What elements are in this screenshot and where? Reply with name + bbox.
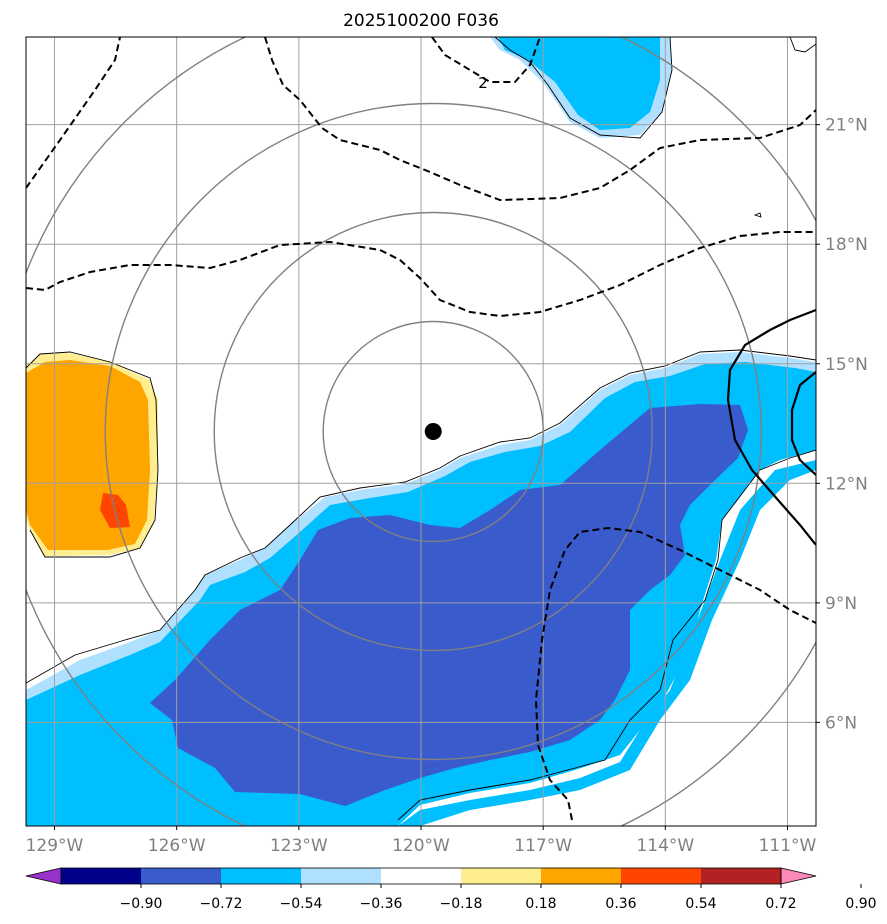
x-tick-label: 117°W bbox=[514, 836, 572, 856]
colorbar-label: −0.54 bbox=[280, 896, 323, 912]
colorbar-label: 0.72 bbox=[765, 896, 796, 912]
colorbar-extend-low bbox=[25, 867, 62, 885]
y-tick-label: 21°N bbox=[825, 116, 868, 136]
colorbar-label: 0.36 bbox=[605, 896, 636, 912]
colorbar-swatch bbox=[141, 868, 221, 884]
gridlines bbox=[26, 37, 816, 826]
y-tick-label: 9°N bbox=[825, 594, 857, 614]
colorbar: −0.90 −0.72 −0.54 −0.36 −0.18 0.18 0.36 0.54 0.7… bbox=[25, 867, 877, 912]
x-tick-label: 123°W bbox=[270, 836, 328, 856]
x-tick-label: 120°W bbox=[392, 836, 450, 856]
colorbar-label: −0.36 bbox=[360, 896, 403, 912]
colorbar-label: −0.90 bbox=[120, 896, 163, 912]
colorbar-swatch bbox=[461, 868, 541, 884]
colorbar-label: 0.90 bbox=[845, 896, 876, 912]
y-tick-label: 18°N bbox=[825, 235, 868, 255]
y-tick-label: 6°N bbox=[825, 713, 857, 733]
longitude-ticks: 129°W 126°W 123°W 120°W 117°W 114°W 111°W bbox=[26, 826, 817, 856]
colorbar-swatch bbox=[701, 868, 781, 884]
range-rings bbox=[26, 37, 816, 826]
colorbar-label: 0.18 bbox=[525, 896, 556, 912]
colorbar-swatch bbox=[541, 868, 621, 884]
colorbar-swatch bbox=[221, 868, 301, 884]
x-tick-label: 129°W bbox=[26, 836, 84, 856]
x-tick-label: 111°W bbox=[759, 836, 817, 856]
chart-title: 2025100200 F036 bbox=[343, 11, 499, 31]
colorbar-extend-high bbox=[780, 867, 817, 885]
contour-label: 2 bbox=[478, 74, 488, 92]
x-tick-label: 126°W bbox=[148, 836, 206, 856]
colorbar-swatch bbox=[301, 868, 381, 884]
colorbar-label: 0.54 bbox=[685, 896, 716, 912]
colorbar-swatch bbox=[381, 868, 461, 884]
latitude-ticks: 6°N 9°N 12°N 15°N 18°N 21°N bbox=[816, 116, 868, 733]
colorbar-frame bbox=[60, 867, 782, 885]
dashed-contours bbox=[26, 37, 816, 821]
filled-contours bbox=[26, 37, 816, 826]
y-tick-label: 12°N bbox=[825, 474, 868, 494]
range-ring bbox=[322, 320, 544, 543]
range-ring bbox=[213, 211, 653, 652]
x-tick-label: 114°W bbox=[636, 836, 694, 856]
positive-band-036 bbox=[26, 360, 150, 550]
solid-contours bbox=[726, 308, 816, 546]
colorbar-swatch bbox=[61, 868, 141, 884]
y-tick-label: 15°N bbox=[825, 355, 868, 375]
negative-core-054 bbox=[150, 404, 748, 806]
range-ring bbox=[104, 102, 762, 761]
bottom-clear bbox=[398, 450, 816, 826]
colorbar-label: −0.18 bbox=[440, 896, 483, 912]
top-negative-band bbox=[498, 37, 660, 130]
colorbar-swatch bbox=[621, 868, 701, 884]
colorbar-label: −0.72 bbox=[200, 896, 243, 912]
storm-center-marker bbox=[424, 423, 442, 440]
